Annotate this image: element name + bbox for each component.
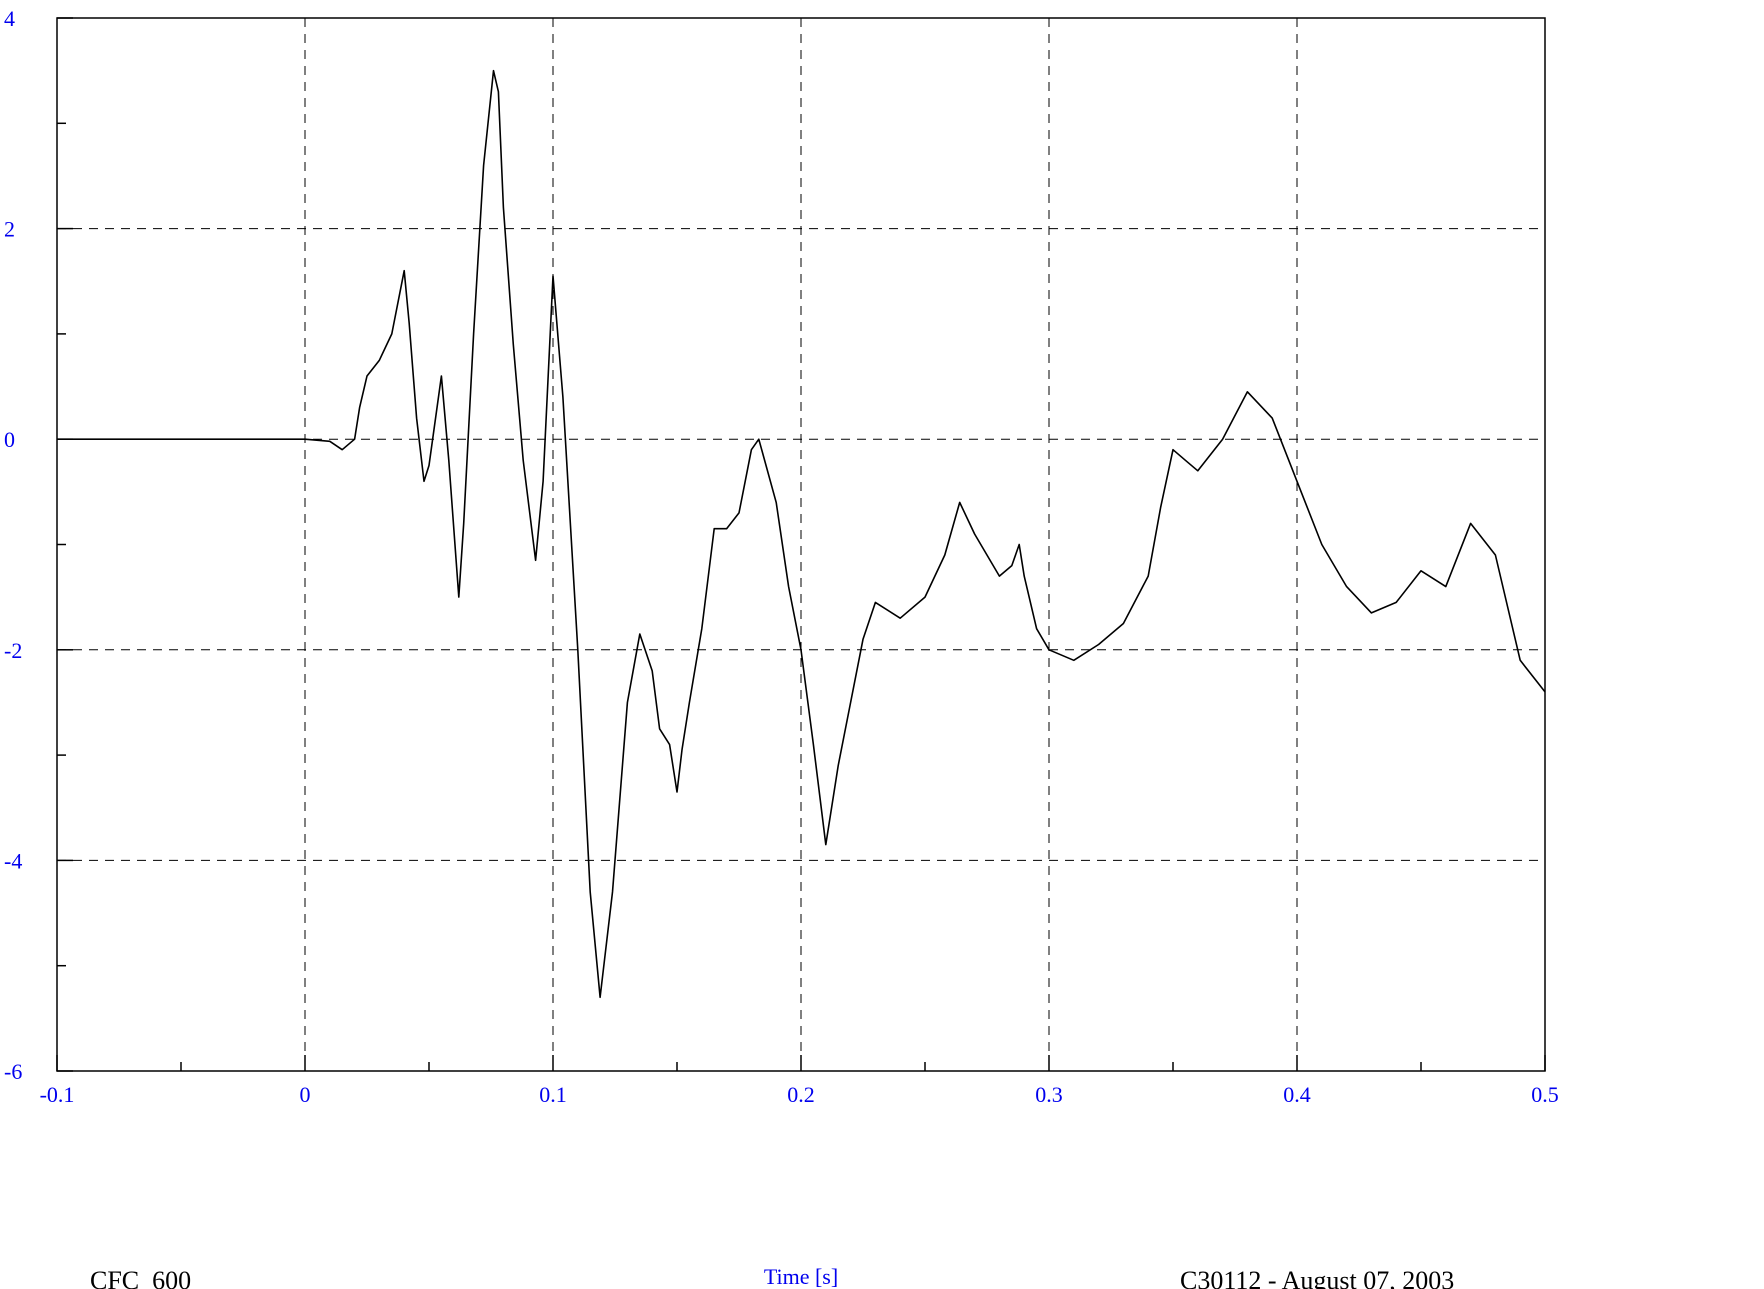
x-tick-label: 0: [300, 1082, 311, 1107]
filter-class-label: CFC_600: [90, 1266, 191, 1289]
x-tick-labels: -0.1 0 0.1 0.2 0.3 0.4 0.5: [40, 1082, 1559, 1107]
y-tick-label: -4: [4, 848, 22, 873]
series-line-1: [57, 69, 1546, 999]
data-series: [57, 69, 1546, 999]
x-tick-label: 0.1: [539, 1082, 567, 1107]
y-tick-label: 4: [4, 6, 15, 31]
y-tick-labels: -6 -4 -2 0 2 4: [4, 6, 22, 1084]
y-tick-label: 0: [4, 427, 15, 452]
x-axis-title: Time [s]: [764, 1264, 838, 1289]
plot-frame: [56, 17, 1546, 1072]
x-tick-label: 0.2: [787, 1082, 815, 1107]
y-tick-label: 2: [4, 217, 15, 242]
x-tick-label: 0.5: [1531, 1082, 1559, 1107]
y-tick-label: -6: [4, 1059, 22, 1084]
y-tick-label: -2: [4, 638, 22, 663]
x-tick-label: 0.3: [1035, 1082, 1063, 1107]
x-tick-label: 0.4: [1283, 1082, 1311, 1107]
x-tick-label: -0.1: [40, 1082, 75, 1107]
test-id-date-label: C30112 - August 07, 2003: [1180, 1266, 1454, 1289]
